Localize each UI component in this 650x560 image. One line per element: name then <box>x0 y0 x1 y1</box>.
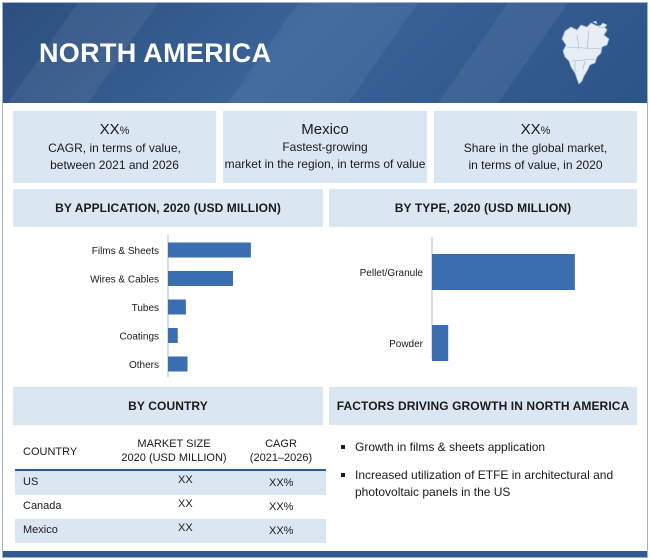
col-market-size: MARKET SIZE 2020 (USD MILLION) <box>121 438 227 464</box>
footer-bar <box>3 551 647 557</box>
kpi-fastest-value: Mexico <box>301 121 349 138</box>
factors-list: Growth in films & sheets application Inc… <box>341 439 631 512</box>
section-by-application: BY APPLICATION, 2020 (USD MILLION) <box>13 189 323 227</box>
bar-films-sheets <box>168 242 251 258</box>
category-label: Coatings <box>120 332 159 343</box>
application-bar-chart: Films & Sheets Wires & Cables Tubes Coating… <box>90 235 251 377</box>
table-row: US XX XX% <box>15 471 326 495</box>
list-item: Increased utilization of ETFE in archite… <box>341 467 631 501</box>
country-table: COUNTRY MARKET SIZE 2020 (USD MILLION) C… <box>15 433 326 543</box>
bar-wires-cables <box>168 271 233 286</box>
table-row: Mexico XX XX% <box>15 519 326 543</box>
category-label: Others <box>129 360 159 371</box>
kpi-global-share: XX% Share in the global market, in terms… <box>434 111 637 183</box>
category-label: Films & Sheets <box>92 246 159 257</box>
list-item: Growth in films & sheets application <box>341 439 631 456</box>
bar-powder <box>432 325 449 361</box>
kpi-fastest-line-1: Fastest-growing <box>282 140 368 154</box>
page-title: NORTH AMERICA <box>39 38 272 68</box>
kpi-share-line-2: in terms of value, in 2020 <box>468 158 603 172</box>
category-label: Wires & Cables <box>90 275 159 286</box>
bar-tubes <box>168 299 186 315</box>
kpi-cagr-line-1: CAGR, in terms of value, <box>48 141 181 155</box>
table-header: COUNTRY MARKET SIZE 2020 (USD MILLION) C… <box>15 433 326 471</box>
kpi-cagr-line-2: between 2021 and 2026 <box>50 158 179 172</box>
section-by-country: BY COUNTRY <box>13 387 323 425</box>
bar-others <box>168 356 188 372</box>
bar-pellet-granule <box>432 254 575 290</box>
table-row: Canada XX XX% <box>23 498 294 513</box>
kpi-share-value: XX <box>520 121 541 138</box>
bar-coatings <box>168 328 178 343</box>
kpi-cagr-value: XX <box>99 121 120 138</box>
category-label: Pellet/Granule <box>360 268 424 279</box>
col-cagr: CAGR (2021–2026) <box>249 438 313 464</box>
kpi-share-line-1: Share in the global market, <box>463 141 608 155</box>
category-label: Powder <box>389 339 424 350</box>
section-factors: FACTORS DRIVING GROWTH IN NORTH AMERICA <box>329 387 637 425</box>
col-country: COUNTRY <box>23 446 78 458</box>
kpi-fastest-line-2: market in the region, in terms of value <box>224 157 426 171</box>
header-banner: NORTH AMERICA <box>3 3 647 103</box>
kpi-fastest-growing: Mexico Fastest-growing market in the reg… <box>223 111 427 183</box>
type-bar-chart: Pellet/Granule Powder <box>360 237 575 361</box>
north-america-map-icon <box>561 21 610 85</box>
section-by-type: BY TYPE, 2020 (USD MILLION) <box>329 189 637 227</box>
category-label: Tubes <box>132 303 159 314</box>
kpi-cagr: XX% CAGR, in terms of value, between 202… <box>13 111 216 183</box>
